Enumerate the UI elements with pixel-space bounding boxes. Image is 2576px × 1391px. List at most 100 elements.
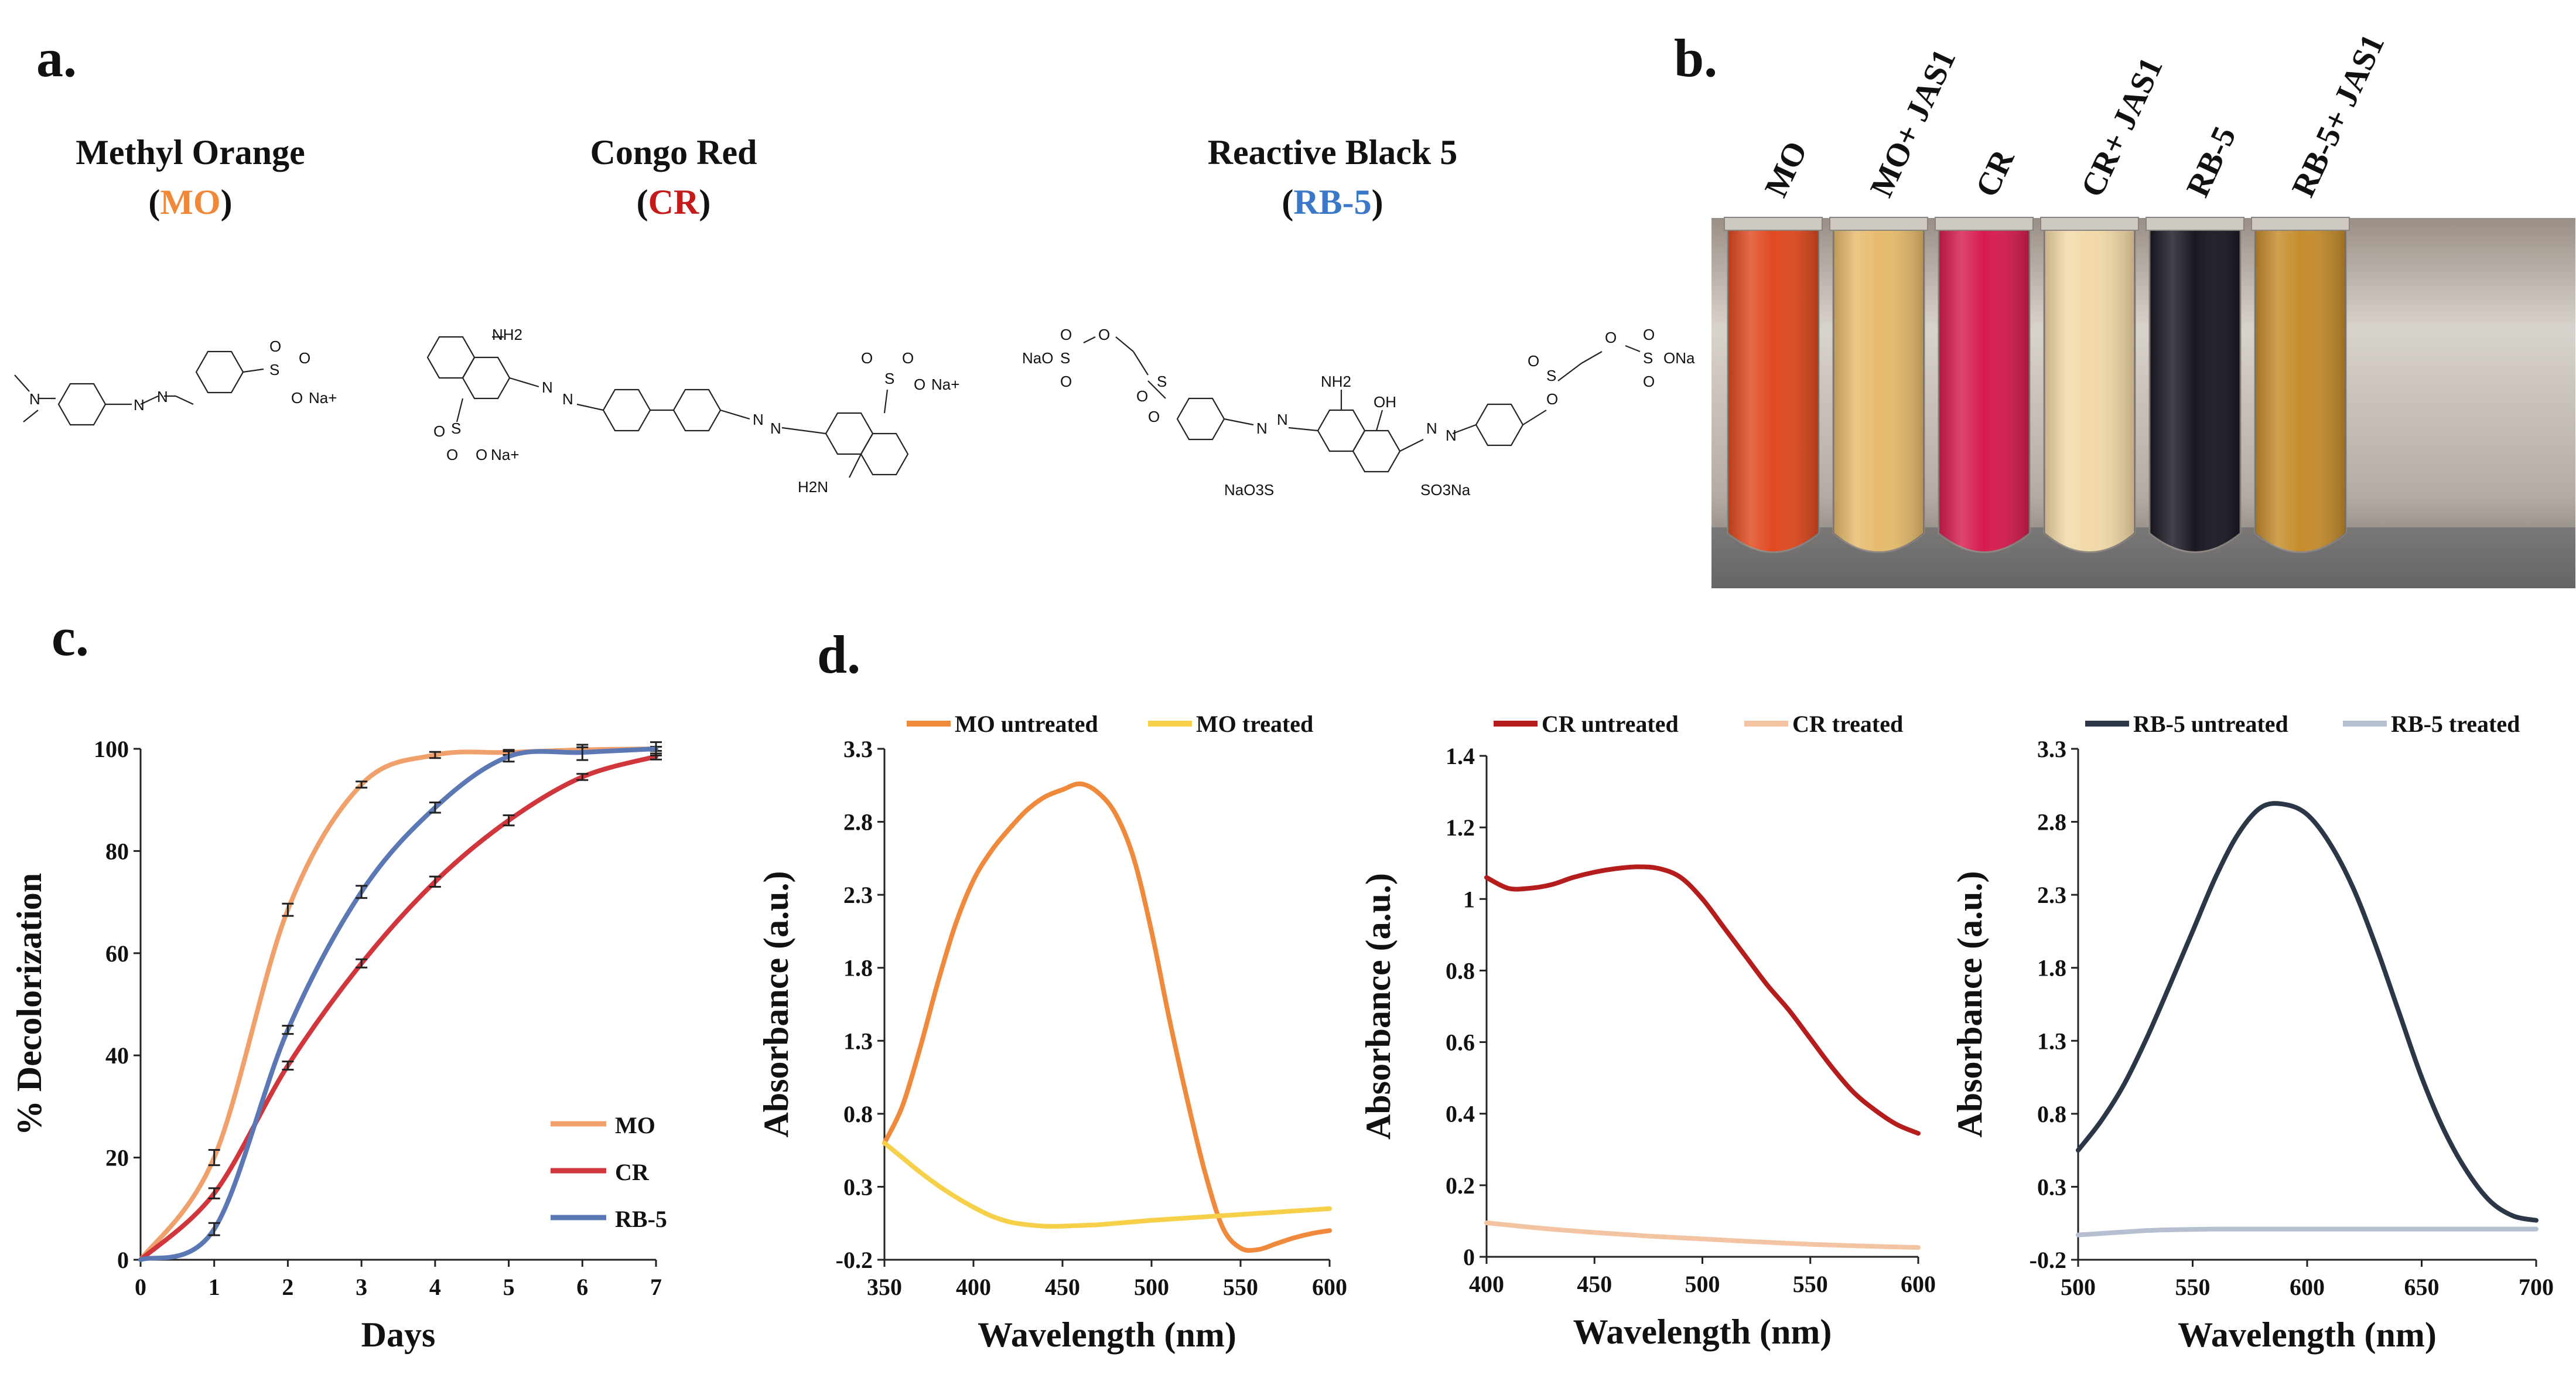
legend-label: RB-5 untreated (2133, 711, 2288, 737)
atom-o-3: O (291, 389, 303, 407)
atom-cr-s-left: S (451, 420, 461, 437)
y-tick-label: 0.8 (843, 1101, 873, 1127)
atom-rb-nh2: NH2 (1321, 373, 1351, 390)
atom-rb-o-4: O (1136, 387, 1148, 405)
x-tick-label: 1 (209, 1274, 220, 1300)
y-tick-label: -0.2 (836, 1247, 873, 1273)
error-bar (208, 1187, 220, 1199)
series-line-rb-5-untreated (2076, 801, 2539, 1223)
atom-cr-h2n: H2N (798, 478, 828, 496)
series-line-cr-treated (1484, 1220, 1921, 1250)
error-bar (208, 1222, 220, 1236)
atom-cr-o-3: O (476, 446, 487, 463)
atom-cr-o-5: O (902, 349, 914, 367)
atom-rb-oh: OH (1374, 393, 1396, 411)
legend-label: CR treated (1792, 711, 1903, 737)
y-tick-label: 80 (105, 838, 129, 864)
x-tick-label: 400 (956, 1274, 991, 1300)
x-tick-label: 0 (135, 1274, 146, 1300)
atom-rb-n-3: N (1426, 420, 1437, 437)
legend-label: MO untreated (955, 711, 1098, 737)
x-tick-label: 450 (1045, 1274, 1080, 1300)
y-tick-label: 100 (94, 736, 129, 762)
error-bar (429, 875, 441, 888)
atom-rb-o-10: O (1643, 373, 1655, 390)
x-tick-label: 550 (1793, 1271, 1828, 1297)
x-tick-label: 500 (2061, 1274, 2096, 1300)
test-tube-shine-1 (1833, 226, 1924, 553)
atom-rb-o-5: O (1148, 408, 1160, 425)
atom-cr-na-right: Na+ (931, 376, 959, 393)
test-tube-shine-5 (2255, 226, 2346, 553)
tube-label-4: RB-5 (2179, 121, 2243, 202)
atom-rb-s-3: S (1546, 367, 1556, 384)
legend-label: CR untreated (1542, 711, 1679, 737)
panel-label-c: c. (52, 607, 89, 667)
error-bar (650, 741, 662, 756)
structure-reactive-black-5: NaO S O O O S O O N N NH2 OH N N NaO3S S… (1022, 326, 1695, 499)
dye-abbr-mo-line: (MO) (148, 183, 232, 221)
atom-rb-s-1: S (1060, 349, 1070, 367)
y-tick-label: 2.3 (843, 882, 873, 908)
x-tick-label: 5 (503, 1274, 515, 1300)
atom-rb-n-4: N (1446, 427, 1457, 444)
y-axis-title: Absorbance (a.u.) (1950, 871, 1989, 1137)
error-bar (208, 1149, 220, 1167)
x-tick-label: 600 (1901, 1271, 1936, 1297)
atom-rb-s-4: S (1643, 349, 1653, 367)
error-bar (282, 902, 294, 917)
legend-label: MO (615, 1112, 655, 1138)
legend-label: CR (615, 1159, 650, 1185)
test-tube-rim-2 (1935, 217, 2034, 231)
x-tick-label: 350 (867, 1274, 902, 1300)
atom-nh2-top: NH2 (492, 326, 522, 343)
y-tick-label: 1 (1463, 886, 1475, 912)
atom-na: Na+ (309, 389, 337, 407)
x-tick-label: 550 (2175, 1274, 2211, 1300)
y-axis-title: Absorbance (a.u.) (1359, 873, 1398, 1140)
error-bar (503, 750, 515, 763)
absorbance-chart-mo: -0.2 0.3 0.8 1.3 1.8 2.3 2.8 3.3 350 400 450 500 550… (757, 711, 1347, 1354)
series-line-cr (138, 754, 658, 1262)
structure-methyl-orange: N N N S O O O Na+ (14, 337, 337, 426)
error-bar (356, 958, 368, 969)
atom-rb-nao3s: NaO3S (1224, 481, 1274, 499)
atom-rb-n-2: N (1277, 411, 1288, 428)
x-tick-label: 450 (1577, 1271, 1612, 1297)
y-tick-label: 0 (1463, 1244, 1475, 1270)
legend-label: RB-5 (615, 1206, 667, 1232)
atom-cr-o-6: O (914, 376, 925, 393)
y-tick-label: 0.2 (1446, 1172, 1475, 1199)
x-axis-title: Days (361, 1315, 436, 1354)
atom-cr-s-right: S (884, 370, 894, 387)
error-bar (356, 780, 368, 789)
atom-rb-o-7: O (1546, 390, 1558, 408)
atom-rb-s-2: S (1157, 373, 1167, 390)
y-tick-label: 2.8 (2037, 809, 2066, 836)
atom-rb-o-8: O (1605, 329, 1617, 346)
atom-rb-o-1: O (1060, 326, 1072, 343)
tube-label-3: CR+ JAS1 (2074, 52, 2170, 203)
x-axis-title: Wavelength (nm) (1573, 1312, 1832, 1351)
atom-cr-o-4: O (861, 349, 873, 367)
error-bar (429, 802, 441, 814)
panel-d: d. -0.2 0.3 0.8 1.3 1.8 2.3 2.8 3.3 350 400 450 500… (757, 625, 2554, 1354)
atom-rb-o-3: O (1098, 326, 1110, 343)
atom-cr-na-left: Na+ (491, 446, 519, 463)
test-tube-shine-4 (2150, 226, 2240, 553)
y-tick-label: 1.8 (2037, 955, 2066, 981)
test-tube-rim-1 (1829, 217, 1928, 231)
test-tube-rim-0 (1724, 217, 1823, 231)
y-tick-label: 0.3 (2037, 1174, 2066, 1200)
legend-label: MO treated (1196, 711, 1313, 737)
y-tick-label: 40 (105, 1042, 129, 1069)
panel-b: b. MO MO+ JAS1 CR CR+ JAS1 RB-5 RB-5+ JAS1 (1674, 28, 2575, 588)
error-bar (576, 773, 589, 781)
y-tick-label: 0 (117, 1247, 129, 1273)
tube-label-2: CR (1969, 144, 2022, 202)
x-tick-label: 7 (650, 1274, 662, 1300)
error-bar (282, 1061, 294, 1071)
atom-cr-n-4: N (770, 420, 781, 437)
dye-name-mo: Methyl Orange (76, 133, 305, 172)
y-tick-label: 1.2 (1446, 814, 1475, 841)
